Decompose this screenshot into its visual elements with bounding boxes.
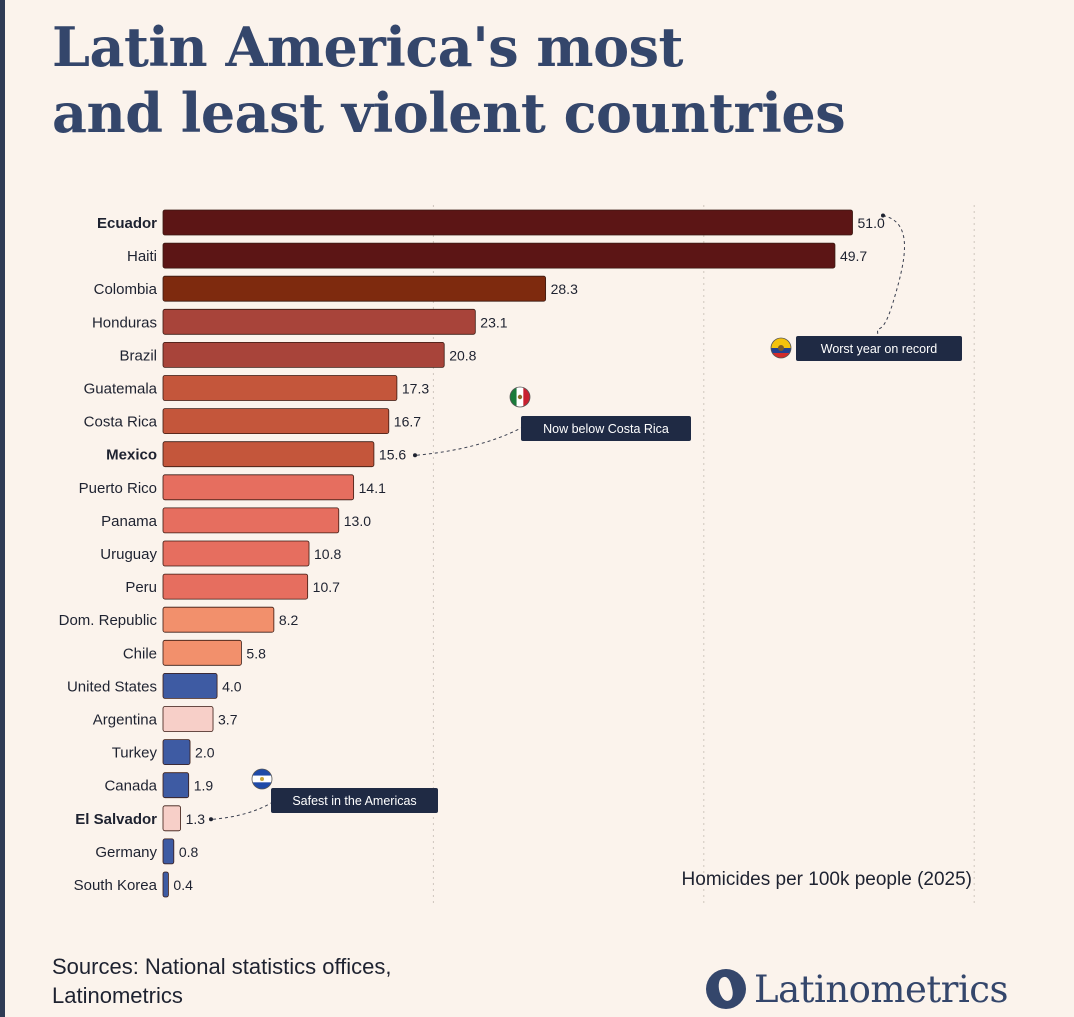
annotation-box-mexico — [521, 416, 691, 441]
value-label-el-salvador: 1.3 — [186, 811, 206, 827]
title-line-2: and least violent countries — [52, 81, 846, 145]
category-label-brazil: Brazil — [119, 347, 157, 364]
category-label-mexico: Mexico — [106, 447, 157, 464]
bar-costa-rica — [162, 408, 390, 435]
value-label-guatemala: 17.3 — [402, 381, 429, 397]
category-label-canada: Canada — [104, 778, 157, 795]
bar-puerto-rico — [162, 474, 355, 501]
bar-canada — [162, 772, 190, 799]
logo-text: Latinometrics — [754, 967, 1009, 1011]
annotation-text-ecuador: Worst year on record — [821, 342, 938, 356]
annotation-el-salvador: Safest in the Americas — [212, 788, 438, 820]
ecuador-flag-icon — [770, 337, 792, 359]
latinometrics-logo: Latinometrics — [706, 963, 1009, 1015]
category-label-united-states: United States — [67, 678, 157, 695]
el-salvador-flag-icon — [251, 768, 273, 790]
bar-haiti — [162, 242, 836, 269]
annotation-connector-el-salvador — [212, 802, 272, 820]
bar-south-korea — [162, 871, 169, 898]
value-label-peru: 10.7 — [313, 579, 340, 595]
annotation-connector-ecuador — [877, 215, 905, 337]
bar-colombia — [162, 275, 547, 302]
annotation-mexico: Now below Costa Rica — [416, 416, 691, 456]
annotation-text-mexico: Now below Costa Rica — [543, 422, 669, 436]
category-label-peru: Peru — [125, 579, 157, 596]
bar-germany — [162, 838, 175, 865]
category-label-guatemala: Guatemala — [84, 381, 158, 398]
category-label-germany: Germany — [95, 844, 157, 861]
category-label-turkey: Turkey — [112, 745, 158, 762]
category-label-honduras: Honduras — [92, 314, 157, 331]
sources-line-2: Latinometrics — [52, 983, 183, 1008]
value-label-uruguay: 10.8 — [314, 546, 341, 562]
sources-note: Sources: National statistics offices, La… — [52, 952, 612, 1010]
chart-bars: Ecuador 51.0 Haiti 49.7 Colombia 28.3 Honduras… — [59, 209, 885, 898]
annotation-dot-ecuador — [881, 213, 885, 218]
bar-guatemala — [162, 375, 398, 401]
category-label-south-korea: South Korea — [74, 877, 158, 894]
value-label-costa-rica: 16.7 — [394, 414, 421, 430]
bar-united-states — [162, 673, 218, 699]
chart-annotations: Worst year on record Now below Costa Rica… — [209, 213, 962, 822]
title-line-1: Latin America's most — [52, 15, 683, 79]
chart-gridlines — [432, 205, 975, 905]
sources-line-1: Sources: National statistics offices, — [52, 954, 392, 979]
value-label-honduras: 23.1 — [480, 314, 507, 330]
bar-chart: Ecuador 51.0 Haiti 49.7 Colombia 28.3 Honduras… — [59, 205, 975, 905]
annotation-text-el-salvador: Safest in the Americas — [292, 794, 416, 808]
value-label-germany: 0.8 — [179, 844, 199, 860]
annotation-box-el-salvador — [271, 788, 438, 813]
annotation-box-ecuador — [796, 336, 962, 361]
bar-brazil — [162, 341, 445, 368]
value-label-chile: 5.8 — [246, 645, 266, 661]
annotation-dot-el-salvador — [209, 817, 213, 822]
left-edge-accent — [0, 0, 5, 1017]
value-label-mexico: 15.6 — [379, 447, 406, 463]
mexico-flag-icon — [509, 386, 531, 408]
category-label-puerto-rico: Puerto Rico — [79, 480, 157, 497]
annotation-connector-mexico — [416, 427, 522, 456]
bar-chile — [162, 639, 242, 666]
bar-panama — [162, 507, 340, 534]
value-label-south-korea: 0.4 — [173, 877, 193, 893]
value-label-argentina: 3.7 — [218, 712, 238, 728]
value-label-panama: 13.0 — [344, 513, 371, 529]
bar-dom-republic — [162, 606, 275, 633]
category-label-haiti: Haiti — [127, 248, 157, 265]
bar-mexico — [162, 441, 375, 468]
annotation-ecuador: Worst year on record — [796, 215, 962, 361]
value-label-haiti: 49.7 — [840, 248, 867, 264]
category-label-uruguay: Uruguay — [100, 546, 157, 563]
value-label-united-states: 4.0 — [222, 678, 242, 694]
category-label-dom-republic: Dom. Republic — [59, 612, 158, 629]
value-label-ecuador: 51.0 — [858, 215, 885, 231]
bar-honduras — [162, 308, 476, 335]
annotation-dot-mexico — [413, 453, 417, 458]
category-label-ecuador: Ecuador — [97, 215, 157, 232]
bar-peru — [162, 573, 309, 600]
bar-turkey — [162, 739, 191, 765]
value-label-turkey: 2.0 — [195, 745, 215, 761]
category-label-colombia: Colombia — [94, 281, 158, 298]
bar-argentina — [162, 706, 214, 732]
bar-uruguay — [162, 540, 310, 567]
bar-el-salvador — [162, 805, 181, 832]
category-label-el-salvador: El Salvador — [75, 811, 157, 828]
category-label-chile: Chile — [123, 645, 157, 662]
globe-americas-icon — [706, 969, 746, 1009]
x-axis-label: Homicides per 100k people (2025) — [682, 869, 972, 890]
value-label-brazil: 20.8 — [449, 347, 476, 363]
bar-ecuador — [162, 209, 853, 236]
category-label-argentina: Argentina — [93, 712, 158, 729]
chart-title: Latin America's most and least violent c… — [52, 14, 1032, 146]
value-label-canada: 1.9 — [194, 778, 214, 794]
category-label-panama: Panama — [101, 513, 158, 530]
value-label-puerto-rico: 14.1 — [359, 480, 386, 496]
category-label-costa-rica: Costa Rica — [84, 414, 158, 431]
value-label-colombia: 28.3 — [551, 281, 578, 297]
value-label-dom-republic: 8.2 — [279, 612, 299, 628]
